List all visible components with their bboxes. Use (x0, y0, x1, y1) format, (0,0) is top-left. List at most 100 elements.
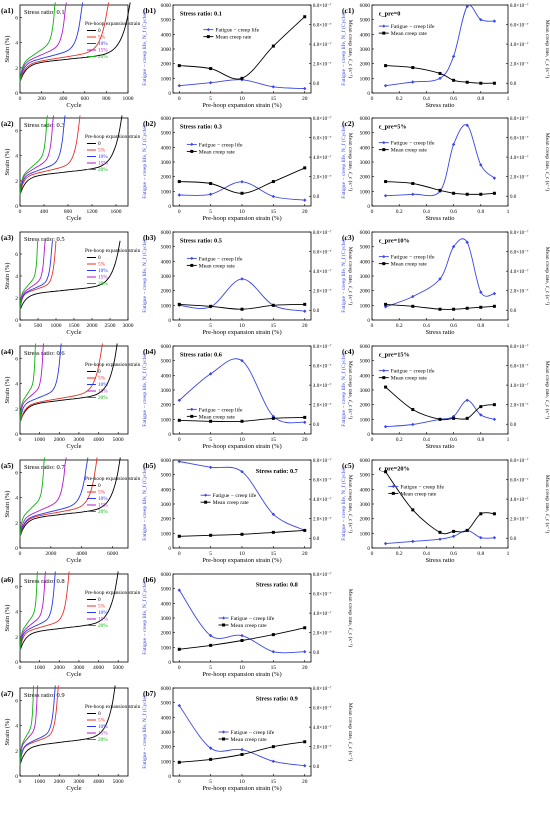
panel-annotation: Stress ratio: 0.5 (180, 238, 222, 245)
rate-point (303, 740, 307, 744)
x-tick-label: 1000 (34, 665, 45, 671)
x-tick-label: 0.6 (450, 551, 457, 557)
rate-point (177, 418, 181, 422)
rate-point (303, 528, 307, 532)
legend-marker (190, 263, 194, 267)
y-tick-label: 0 (367, 318, 370, 324)
y2-tick-label: 2.0×10⁻⁷ (510, 289, 529, 295)
y-tick-label: 4000 (360, 145, 371, 151)
rate-point (465, 192, 469, 196)
y2-tick-label: 4.0×10⁻⁷ (313, 155, 332, 161)
plot-frame (19, 459, 129, 549)
y-tick-label: 4000 (161, 259, 172, 265)
y2-axis-label: Mean creep rate, ε̇_c (s⁻¹) (347, 589, 354, 648)
legend-label: 10% (98, 610, 108, 616)
rate-point (492, 81, 496, 85)
rate-point (465, 306, 469, 310)
x-tick-label: 2000 (54, 779, 65, 785)
y-tick-label: 0 (15, 432, 18, 438)
plot-frame (19, 117, 129, 207)
y2-tick-label: 2.0×10⁻⁷ (313, 631, 332, 637)
y-tick-label: 1000 (360, 76, 371, 82)
legend-label: 20% (98, 737, 108, 743)
y2-tick-label: 6.0×10⁻⁷ (313, 706, 332, 712)
rate-point (438, 307, 442, 311)
strain-curve-5pct (19, 685, 59, 765)
x-axis-label: Cycle (66, 329, 81, 336)
y-tick-label: 2000 (161, 289, 172, 295)
x-tick-label: 10 (239, 96, 245, 102)
x-tick-label: 0.2 (396, 209, 403, 215)
life-point (383, 541, 388, 546)
plot-frame (19, 231, 129, 321)
legend-label: Mean creep rate (199, 414, 236, 420)
y-axis-label: Fatigue − creep life, N_f (Cycle) (340, 467, 347, 540)
x-tick-label: 5 (209, 209, 212, 215)
rate-point (271, 745, 275, 749)
life-point (479, 163, 483, 167)
strain-curve-0 (19, 685, 116, 765)
rate-point (438, 71, 442, 75)
x-tick-label: 20 (302, 209, 308, 215)
y-tick-label: 1000 (360, 189, 371, 195)
rate-point (452, 416, 456, 420)
rate-point (411, 508, 415, 512)
rate-point (465, 528, 469, 532)
x-tick-label: 10 (239, 551, 245, 557)
rate-curve (385, 471, 495, 535)
rate-point (271, 416, 275, 420)
legend-label: 20% (98, 281, 108, 287)
legend-label: 10% (98, 724, 108, 730)
life-point (465, 240, 469, 244)
x-tick-label: 0.6 (450, 323, 457, 329)
x-tick-label: 0.4 (423, 209, 430, 215)
x-tick-label: 15 (271, 437, 277, 443)
legend-label: Mean creep rate (215, 35, 252, 41)
strain-chart-a1: (a1) Stress ratio: 0.1 0 200 400 600 800 1000 0 2… (1, 2, 141, 109)
legend-marker (221, 730, 226, 734)
strain-curve-15pct (19, 2, 67, 82)
x-tick-label: 0 (19, 437, 22, 443)
y-axis-label: Fatigue − creep life, N_f (Cycle) (340, 12, 347, 85)
legend-title: Pre-hoop expansion strain (85, 590, 141, 596)
y-tick-label: 4000 (161, 487, 172, 493)
x-tick-label: 2000 (87, 323, 98, 329)
rate-point (411, 182, 415, 186)
y-tick-label: 6000 (161, 686, 172, 692)
legend-label: 10% (98, 496, 108, 502)
x-axis-label: Pre-hoop expansion strain (%) (202, 215, 281, 222)
rate-point (209, 182, 213, 186)
legend-marker (382, 369, 386, 373)
x-tick-label: 0 (19, 779, 22, 785)
legend-marker (222, 623, 226, 627)
x-tick-label: 1000 (34, 779, 45, 785)
y2-tick-label: 6.0×10⁻⁷ (313, 136, 332, 142)
x-tick-label: 5 (209, 437, 212, 443)
x-tick-label: 0.4 (423, 551, 430, 557)
x-axis-label: Pre-hoop expansion strain (%) (202, 102, 281, 109)
strain-curve-10pct (19, 343, 62, 423)
x-tick-label: 20 (302, 779, 308, 785)
x-axis-label: Pre-hoop expansion strain (%) (202, 443, 281, 450)
y-axis-label: Strain (%) (4, 149, 11, 176)
panel-label: (b3) (143, 233, 156, 242)
y-tick-label: 0 (15, 204, 18, 210)
x-tick-label: 5 (209, 96, 212, 102)
plot-frame (19, 573, 129, 663)
life-point (411, 294, 415, 299)
strain-curve-10pct (19, 115, 66, 195)
rate-point (209, 643, 213, 647)
x-tick-label: 0.2 (396, 323, 403, 329)
legend-label: Mean creep rate (391, 262, 428, 268)
legend-label: 0 (98, 369, 101, 375)
rate-point (452, 529, 456, 533)
legend-title: Pre-hoop expansion strain (85, 134, 141, 140)
x-axis-label: Cycle (66, 215, 81, 222)
y-tick-label: 0 (168, 660, 171, 666)
legend-marker (204, 500, 208, 504)
x-axis-label: Stress ratio (425, 102, 454, 109)
